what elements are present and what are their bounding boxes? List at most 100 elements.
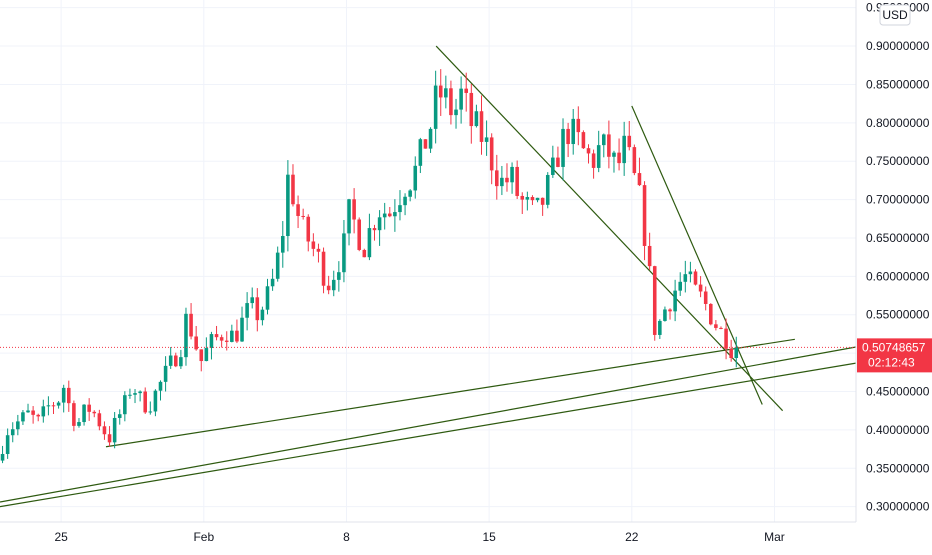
candle-body [683,274,688,282]
candle-body [658,320,662,335]
currency-badge[interactable]: USD [879,4,911,26]
candle-body [489,137,494,171]
candle-body [642,185,647,246]
candle-body [174,355,178,367]
trendline[interactable] [105,338,795,448]
trendline[interactable] [0,362,857,508]
y-tick-label: 0.85000000 [866,77,930,91]
y-tick-label: 0.90000000 [866,39,930,53]
candle-body [423,139,428,149]
candle-body [331,279,336,291]
candle-body [688,271,693,275]
candle-body [596,145,601,168]
candle-body [576,118,581,133]
candles [0,69,739,464]
candle-body [556,157,560,167]
candle-body [123,395,127,415]
candle-body [199,349,204,362]
candle-body [428,128,433,149]
candle-body [398,205,402,213]
candle-body [41,406,46,417]
trendline[interactable] [0,346,857,503]
bar-countdown: 02:12:43 [868,355,915,369]
candle-body [561,128,565,167]
y-tick-label: 0.60000000 [866,269,930,283]
candle-body [347,199,351,234]
candle-body [235,330,239,342]
candle-body [260,309,265,321]
candle-body [663,309,667,321]
candle-body [698,284,703,292]
candle-body [637,173,642,186]
candle-body [133,393,137,395]
candle-body [510,166,514,183]
y-tick-label: 0.30000000 [866,500,930,514]
candle-body [515,166,519,196]
trendline[interactable] [631,105,763,405]
grid [0,0,856,522]
last-price-box [857,338,932,373]
candle-body [194,336,198,350]
candle-body [128,394,132,396]
candle-body [668,309,672,312]
candle-body [729,348,733,359]
candle-body [500,177,504,187]
candle-body [316,248,321,252]
candle-body [551,157,555,175]
last-price-value: 0.50748657 [862,340,926,354]
candle-body [0,453,5,461]
candle-body [10,429,15,436]
candle-body [148,411,153,413]
candle-body [438,85,443,98]
candle-body [36,414,40,417]
candle-body [530,197,535,201]
candle-body [505,177,509,183]
candle-body [219,337,224,341]
candle-body [189,313,193,337]
candle-body [21,412,25,422]
candle-body [265,286,270,310]
candle-body [245,303,249,318]
candle-body [46,405,51,407]
candle-body [296,204,300,216]
candle-body [153,390,158,412]
candle-body [449,88,453,116]
candle-body [97,413,102,427]
trendline[interactable] [435,45,784,412]
candle-body [413,165,418,191]
y-tick-label: 0.70000000 [866,193,930,207]
candle-body [240,317,244,342]
candle-body [87,404,91,412]
candle-body [163,365,168,382]
candle-body [612,152,616,157]
candle-body [362,249,367,258]
candle-body [311,241,316,249]
candle-body [112,417,117,443]
candle-body [525,197,530,200]
candle-body [158,381,163,391]
candle-body [281,236,285,253]
candle-body [138,391,142,394]
time-scale[interactable]: 25 Feb 8 15 22 Mar [54,530,784,544]
candle-body [408,190,412,197]
y-tick-label: 0.35000000 [866,461,930,475]
candle-body [230,330,234,342]
candle-body [250,297,254,304]
candle-body [26,410,30,413]
candle-body [388,213,392,217]
candle-body [377,217,382,231]
x-tick-label: 25 [54,530,68,544]
candle-body [632,147,637,174]
trendlines[interactable] [0,45,857,508]
candle-body [607,134,611,157]
candle-body [5,435,10,454]
candle-body [647,245,652,267]
candle-body [734,347,739,359]
candle-body [179,357,183,367]
candle-body [652,266,657,335]
x-tick-label: 8 [343,530,350,544]
candle-body [703,291,708,304]
candle-body [540,197,545,205]
candle-body [581,132,586,149]
